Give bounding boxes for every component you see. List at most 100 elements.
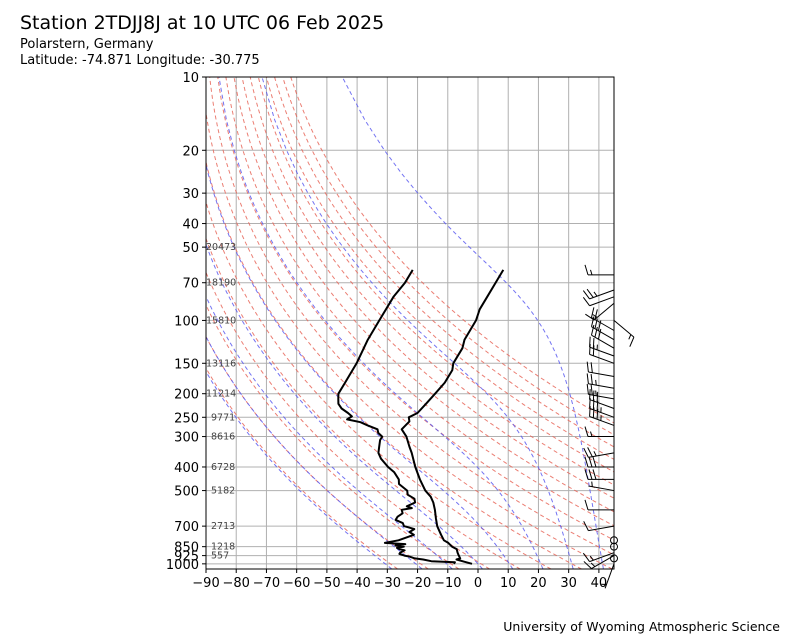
y-tick-label: 100: [174, 314, 199, 329]
sounding-traces: [337, 269, 505, 565]
moist-adiabat: [341, 77, 604, 569]
moist-adiabat: [218, 77, 544, 569]
y-tick-label: 10: [182, 71, 199, 86]
height-label: 557: [211, 551, 229, 562]
x-tick-label: −90: [192, 576, 219, 591]
wind-barb: [610, 536, 618, 545]
wind-barb: [584, 264, 614, 276]
x-tick-label: −60: [283, 576, 310, 591]
x-tick-label: −10: [434, 576, 461, 591]
x-tick-label: 10: [500, 576, 517, 591]
wind-barb: [610, 542, 618, 551]
x-tick-label: −50: [313, 576, 340, 591]
wind-barb: [590, 307, 615, 331]
dry-adiabat: [257, 77, 614, 473]
height-label: 8616: [211, 432, 235, 443]
y-tick-label: 1000: [166, 558, 199, 573]
y-tick-label: 20: [182, 144, 199, 159]
y-tick-label: 250: [174, 411, 199, 426]
x-tick-label: 0: [474, 576, 482, 591]
height-label: 5182: [211, 486, 235, 497]
x-tick-label: −30: [374, 576, 401, 591]
moist-adiabat: [206, 335, 423, 569]
station-coordinates: Latitude: -74.871 Longitude: -30.775: [20, 53, 260, 68]
wind-barb: [613, 320, 635, 347]
y-tick-label: 50: [182, 241, 199, 256]
x-tick-label: 30: [560, 576, 577, 591]
chart-title: Station 2TDJJ8J at 10 UTC 06 Feb 2025: [20, 12, 385, 34]
height-label: 1218: [211, 542, 235, 553]
y-tick-label: 70: [182, 277, 199, 292]
dry-adiabat: [266, 77, 614, 460]
y-tick-label: 700: [174, 520, 199, 535]
y-tick-label: 300: [174, 431, 199, 446]
wind-barb: [586, 361, 615, 378]
wind-barb: [586, 373, 615, 389]
dry-adiabat: [274, 77, 614, 448]
grid-lines: [206, 77, 614, 569]
x-tick-label: 20: [530, 576, 547, 591]
x-tick-label: −40: [343, 576, 370, 591]
height-label: 11214: [206, 389, 236, 400]
moist-adiabat: [206, 243, 483, 569]
wind-barb: [601, 563, 615, 589]
temperature-line: [400, 269, 505, 565]
wind-barb: [582, 552, 615, 563]
y-tick-label: 150: [174, 357, 199, 372]
height-label: 9771: [211, 412, 235, 423]
station-location: Polarstern, Germany: [20, 37, 154, 52]
x-tick-label: −70: [253, 576, 280, 591]
dry-adiabat: [206, 110, 613, 569]
dry-adiabat: [282, 77, 614, 436]
dry-adiabat: [206, 200, 552, 569]
wind-barb: [583, 555, 615, 570]
y-tick-label: 925: [174, 550, 199, 565]
wind-barb: [582, 296, 615, 307]
dry-adiabat: [290, 77, 614, 424]
plot-frame: [205, 76, 615, 570]
moist-adiabat: [206, 370, 393, 569]
dry-adiabat: [217, 77, 614, 541]
moist-adiabat: [206, 295, 453, 569]
wind-barb: [610, 554, 618, 563]
wind-barb: [584, 469, 614, 480]
adiabat-lines: [206, 77, 614, 569]
x-tick-label: 40: [591, 576, 608, 591]
dry-adiabat: [249, 77, 614, 486]
y-tick-label: 40: [182, 218, 199, 233]
dry-adiabat: [241, 77, 614, 499]
height-label: 6728: [211, 462, 235, 473]
dry-adiabat: [209, 77, 614, 556]
moist-adiabat: [261, 77, 574, 569]
dry-adiabat: [206, 367, 398, 569]
wind-barb: [588, 481, 615, 492]
wind-barb: [586, 383, 615, 400]
y-tick-label: 500: [174, 485, 199, 500]
dry-adiabat: [206, 236, 521, 569]
dry-adiabat: [206, 271, 490, 569]
dewpoint-line: [337, 269, 456, 565]
y-tick-label: 200: [174, 388, 199, 403]
wind-barb: [584, 426, 614, 438]
y-tick-label: 30: [182, 187, 199, 202]
wind-barb: [584, 499, 614, 511]
wind-barb: [582, 288, 615, 300]
dry-adiabat: [225, 77, 614, 527]
height-label: 2713: [211, 521, 235, 532]
y-tick-label: 400: [174, 461, 199, 476]
wind-barb: [583, 521, 615, 532]
moist-adiabat: [206, 162, 514, 569]
y-tick-label: 850: [174, 541, 199, 556]
dry-adiabat: [206, 160, 582, 569]
dry-adiabat: [206, 303, 460, 569]
wind-barb: [589, 336, 615, 357]
wind-barb: [583, 447, 615, 458]
height-label: 15810: [206, 315, 236, 326]
wind-barb: [585, 302, 615, 321]
height-label: 20473: [206, 242, 236, 253]
height-label: 13116: [206, 358, 236, 369]
dry-adiabat: [233, 77, 614, 513]
x-tick-label: −80: [223, 576, 250, 591]
x-tick-label: −20: [404, 576, 431, 591]
